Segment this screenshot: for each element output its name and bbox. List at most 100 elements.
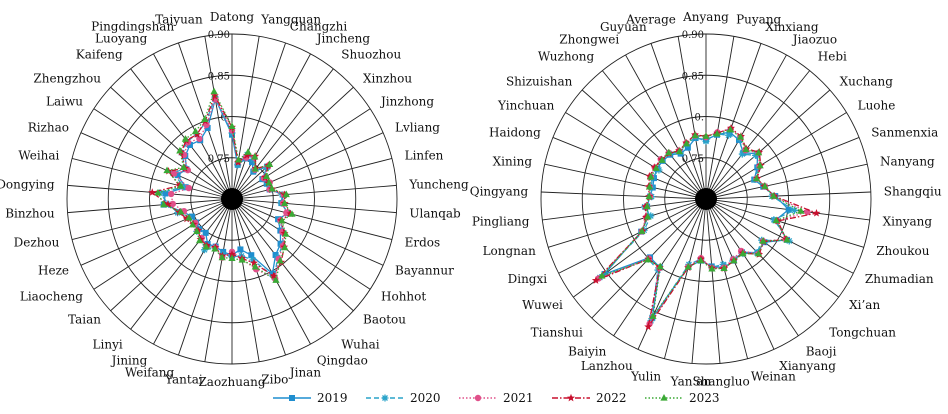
spoke-line	[231, 198, 287, 356]
spoke-line	[548, 198, 707, 248]
data-point	[243, 151, 251, 159]
data-point	[754, 249, 763, 257]
category-label: Jiaozuo	[791, 33, 837, 47]
spoke-line	[231, 132, 384, 200]
data-point	[684, 262, 692, 270]
spoke-line	[705, 163, 868, 200]
category-label: Sanmenxia	[871, 126, 938, 140]
center-hub	[221, 188, 243, 210]
spoke-line	[231, 198, 384, 266]
category-label: Kaifeng	[76, 48, 123, 62]
category-label: Yangquan	[260, 12, 321, 26]
spoke-line	[705, 54, 787, 200]
category-label: Weihai	[18, 148, 59, 162]
spoke-line	[231, 184, 397, 200]
data-point	[210, 91, 219, 100]
data-point	[739, 249, 747, 257]
data-point	[726, 125, 735, 133]
data-point	[643, 202, 651, 210]
tick-label: 0.85	[682, 71, 704, 82]
category-label: Yulin	[630, 369, 661, 383]
spoke-line	[581, 89, 707, 200]
data-point	[755, 148, 763, 156]
data-point	[660, 394, 668, 401]
category-label: Zibo	[261, 373, 288, 387]
series-2023	[154, 87, 296, 283]
data-point	[797, 207, 805, 214]
spoke-line	[541, 191, 707, 200]
data-point	[759, 237, 767, 244]
data-point	[656, 262, 664, 270]
legend-label: 2022	[596, 391, 627, 405]
data-point	[234, 161, 242, 169]
data-point	[202, 242, 210, 250]
spoke-line	[130, 198, 233, 330]
data-point	[228, 250, 236, 258]
data-point	[228, 122, 236, 129]
data-point	[185, 184, 193, 192]
spoke-line	[204, 198, 233, 362]
spoke-line	[80, 198, 233, 266]
category-label: Zhumadian	[865, 272, 934, 286]
category-label: Jinzhong	[379, 95, 434, 109]
data-point	[176, 146, 184, 154]
data-point	[180, 183, 188, 191]
data-point	[645, 192, 653, 200]
category-label: Xuchang	[840, 74, 894, 88]
spoke-line	[552, 137, 707, 200]
category-label: Xinxiang	[765, 20, 819, 34]
category-label: Wuhai	[341, 338, 379, 352]
data-point	[202, 229, 209, 236]
data-point	[738, 150, 746, 158]
spoke-line	[231, 68, 334, 200]
data-point	[785, 206, 792, 213]
data-point	[647, 172, 655, 180]
spoke-line	[691, 198, 707, 364]
legend-label: 2020	[410, 391, 441, 405]
category-label: Weinan	[751, 369, 796, 383]
data-point	[186, 141, 193, 148]
category-label: Changzhi	[290, 20, 348, 34]
data-point	[591, 276, 600, 284]
spoke-line	[231, 158, 393, 200]
spoke-line	[177, 198, 233, 356]
spoke-line	[231, 86, 354, 200]
data-point	[770, 216, 778, 224]
category-label: Yinchuan	[497, 99, 555, 113]
data-point	[218, 253, 226, 261]
legend-label: 2023	[689, 391, 720, 405]
data-point	[567, 393, 575, 402]
legend-item-2022: 2022	[552, 391, 627, 405]
category-label: Wuwei	[522, 298, 563, 312]
spoke-line	[110, 86, 233, 200]
category-label: Rizhao	[28, 121, 69, 135]
category-label: Yantai	[164, 373, 203, 387]
data-point	[162, 190, 169, 197]
category-label: Xinzhou	[363, 71, 412, 85]
data-point	[644, 255, 652, 263]
spoke-line	[705, 198, 775, 350]
data-point	[237, 246, 244, 253]
category-label: Binzhou	[5, 207, 55, 221]
category-label: Zhengzhou	[33, 71, 101, 85]
data-point	[191, 127, 200, 135]
data-point	[644, 322, 653, 331]
category-label: Shizuishan	[506, 74, 573, 88]
data-point	[167, 190, 175, 198]
tick-label: 0.85	[208, 71, 230, 82]
category-label: Shangluo	[692, 374, 749, 388]
spoke-line	[204, 36, 233, 200]
data-point	[282, 230, 290, 237]
data-point	[244, 148, 252, 155]
spoke-line	[705, 198, 749, 359]
category-label: Dezhou	[14, 236, 60, 250]
spoke-line	[153, 53, 233, 200]
data-point	[193, 227, 201, 235]
data-point	[647, 212, 655, 220]
spoke-line	[705, 112, 847, 200]
spoke-line	[705, 198, 864, 248]
spoke-line	[153, 198, 233, 345]
category-label: Lanzhou	[581, 359, 633, 373]
category-label: Pingliang	[472, 215, 530, 229]
data-point	[185, 213, 193, 221]
